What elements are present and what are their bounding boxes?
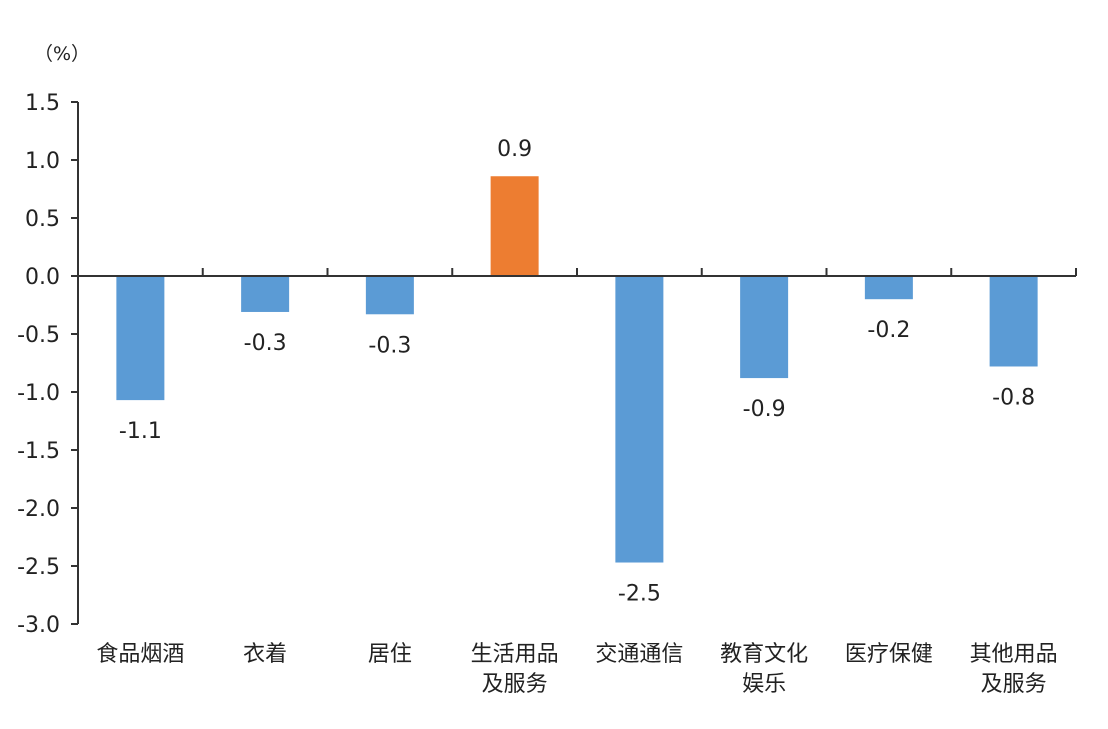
y-tick-label: 0.0	[25, 265, 60, 290]
data-label: -0.9	[743, 397, 786, 422]
y-tick-label: -2.0	[17, 497, 60, 522]
y-tick-label: -2.5	[17, 555, 60, 580]
category-label: 食品烟酒	[96, 642, 184, 667]
bar	[490, 176, 539, 276]
category-label: 居住	[368, 642, 412, 667]
category-label: 教育文化	[720, 642, 808, 667]
y-tick-label: -1.0	[17, 381, 60, 406]
y-tick-label: 1.5	[25, 91, 60, 116]
category-label: 衣着	[243, 642, 287, 667]
data-label: -2.5	[618, 582, 661, 607]
bar	[241, 276, 290, 312]
category-label: 其他用品	[970, 642, 1058, 667]
data-label: -0.3	[368, 333, 411, 358]
data-label: 0.9	[497, 137, 532, 162]
data-label: -0.3	[244, 331, 287, 356]
data-label: -1.1	[119, 419, 162, 444]
category-label: 及服务	[482, 672, 548, 697]
category-label: 医疗保健	[845, 642, 933, 667]
data-label: -0.8	[992, 385, 1035, 410]
bar	[116, 276, 165, 401]
y-tick-label: 0.5	[25, 207, 60, 232]
bar	[365, 276, 414, 315]
category-label: 娱乐	[742, 672, 786, 697]
category-label: 交通通信	[595, 642, 683, 667]
bar	[740, 276, 789, 379]
bar	[989, 276, 1038, 367]
y-tick-label: -3.0	[17, 613, 60, 638]
category-label: 生活用品	[471, 642, 559, 667]
category-label: 及服务	[981, 672, 1047, 697]
y-tick-label: 1.0	[25, 149, 60, 174]
data-label: -0.2	[867, 318, 910, 343]
bar	[615, 276, 664, 563]
bar	[864, 276, 913, 300]
y-tick-label: -1.5	[17, 439, 60, 464]
y-tick-label: -0.5	[17, 323, 60, 348]
y-unit-label: （%）	[34, 43, 90, 65]
